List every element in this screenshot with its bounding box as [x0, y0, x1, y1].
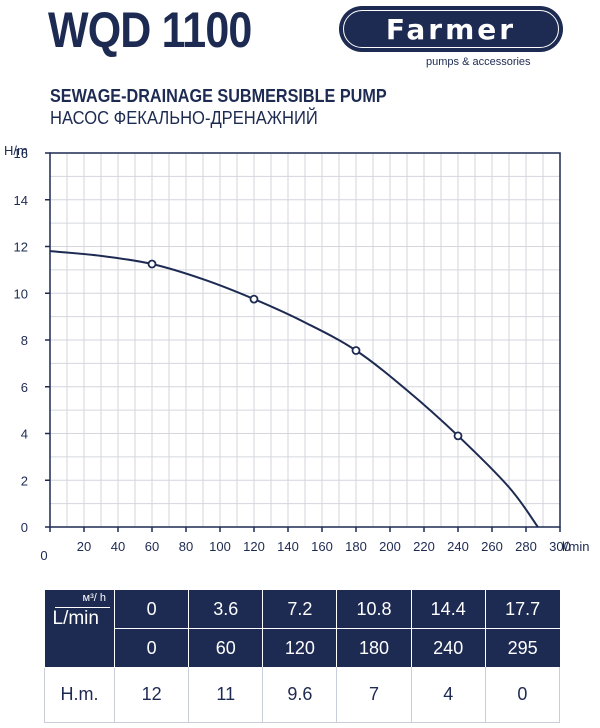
x-tick-label: 160: [311, 539, 333, 554]
curve-marker-point: [147, 259, 157, 269]
logo-border: [343, 10, 559, 48]
table-row-lmin: 0 60 120 180 240 295: [45, 628, 560, 667]
table-cell: 17.7: [485, 590, 560, 629]
y-tick-label: 2: [21, 473, 28, 488]
table-cell: 7: [336, 667, 412, 723]
y-tick-label: 10: [14, 286, 28, 301]
curve-marker-point: [351, 346, 361, 355]
x-tick-label: 280: [515, 539, 537, 554]
performance-chart: 0 2 4 6 8 10 12 14 16 20 40 60 80 100 120 140 160 180 200 2…: [4, 143, 589, 563]
x-tick-label: 60: [145, 539, 159, 554]
unit-header-cell: м³/ h L/min: [44, 590, 115, 668]
y-tick-label: 6: [21, 380, 28, 395]
curve-marker-point: [453, 431, 463, 441]
x-tick-label: 260: [481, 539, 503, 554]
x-tick-label: 240: [447, 539, 469, 554]
unit-lmin-label: L/min: [52, 608, 99, 629]
x-tick-label: 300: [549, 539, 571, 554]
model-title: WQD 1100: [48, 2, 252, 58]
table-cell: 4: [411, 667, 486, 723]
y-tick-label: 0: [21, 520, 28, 535]
unit-divider: [54, 607, 110, 608]
table-cell: 180: [336, 628, 412, 667]
y-axis-label: H/m: [4, 143, 28, 158]
table-row-head: H.m. 12 11 9.6 7 4 0: [44, 667, 561, 723]
table-cell: 295: [485, 628, 560, 667]
table-cell: 60: [188, 628, 264, 667]
table-cell: 3.6: [188, 590, 264, 629]
y-tick-label: 4: [21, 427, 28, 442]
x-tick-label: 80: [179, 539, 193, 554]
table-cell: 7.2: [262, 590, 338, 629]
table-cell: 11: [188, 667, 264, 723]
table-cell: 0: [485, 667, 561, 723]
x-tick-label: 140: [277, 539, 299, 554]
subtitle-ukrainian: НАСОС ФЕКАЛЬНО-ДРЕНАЖНИЙ: [50, 108, 318, 128]
table-cell: 14.4: [411, 590, 486, 629]
table-cell: 120: [262, 628, 338, 667]
x-tick-label: 20: [77, 539, 91, 554]
chart-grid: [49, 152, 561, 528]
table-row-m3h: м³/ h L/min 0 3.6 7.2 10.8 14.4 17.7: [44, 590, 560, 668]
pump-curve-line: [49, 250, 539, 528]
table-cell: 10.8: [336, 590, 412, 629]
unit-m3h-label: м³/ h: [82, 592, 106, 604]
x-tick-label: 120: [243, 539, 265, 554]
table-cell: 9.6: [262, 667, 338, 723]
y-tick-label: 14: [14, 193, 28, 208]
logo-tagline: pumps & accessories: [426, 56, 531, 68]
table-cell: 12: [114, 667, 190, 723]
curve-marker-point: [249, 294, 259, 304]
table-cell: 0: [114, 590, 190, 629]
head-label-cell: H.m.: [44, 667, 115, 723]
y-tick-label: 12: [14, 240, 28, 255]
x-tick-label: 180: [345, 539, 367, 554]
x-tick-label: 100: [209, 539, 231, 554]
chart-ticks: 0 2 4 6 8 10 12 14 16 20 40 60 80 100 120 140 160 180 200 2…: [14, 146, 571, 554]
table-cell: 0: [114, 628, 190, 667]
table-cell: 240: [411, 628, 486, 667]
x-axis-label: l/min: [562, 539, 589, 554]
logo-brand-text: Farmer: [385, 12, 517, 46]
y-tick-label: 8: [21, 333, 28, 348]
y-tick-label: 16: [14, 146, 28, 161]
x-tick-origin-label: 0: [40, 548, 47, 563]
subtitle-english: SEWAGE-DRAINAGE SUBMERSIBLE PUMP: [50, 86, 387, 106]
x-tick-label: 200: [379, 539, 401, 554]
pump-curve-markers: [147, 259, 463, 441]
x-tick-label: 220: [413, 539, 435, 554]
x-tick-label: 40: [111, 539, 125, 554]
farmer-logo: Farmer: [339, 6, 563, 52]
performance-table: м³/ h L/min 0 3.6 7.2 10.8 14.4 17.7 0 6…: [44, 590, 561, 723]
